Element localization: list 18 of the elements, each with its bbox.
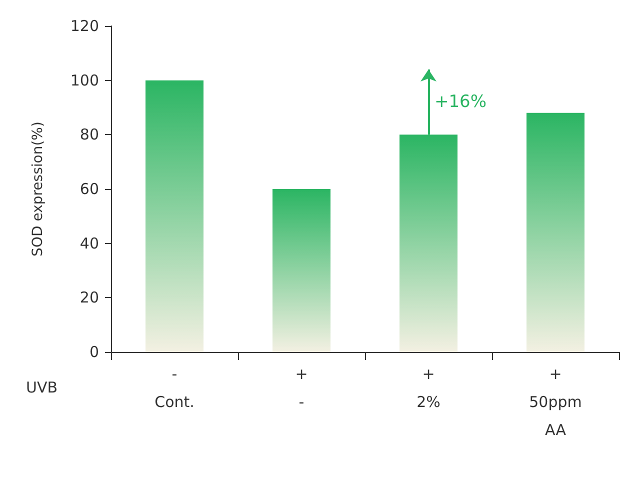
y-tick-label: 60 (80, 180, 99, 198)
y-axis-title: SOD expression(%) (30, 122, 46, 256)
y-tick-label: 80 (80, 126, 99, 144)
x-tick-label: + 50ppm AA (529, 365, 582, 439)
y-tick-label: 100 (70, 71, 99, 90)
y-tick-label: 0 (89, 343, 99, 361)
x-tick-label: - Cont. (154, 365, 194, 411)
x-tick-label: + - (295, 365, 308, 411)
bar (272, 189, 330, 352)
text: UVB (26, 378, 58, 396)
y-tick-label: 40 (80, 234, 99, 252)
x-tick-label: + 2% (416, 365, 440, 411)
bar (146, 80, 204, 352)
y-tick-label: 20 (80, 288, 99, 307)
bar (526, 112, 584, 352)
y-tick-label: 120 (70, 17, 99, 35)
annotation: +16% (434, 92, 487, 112)
bar (400, 134, 458, 352)
